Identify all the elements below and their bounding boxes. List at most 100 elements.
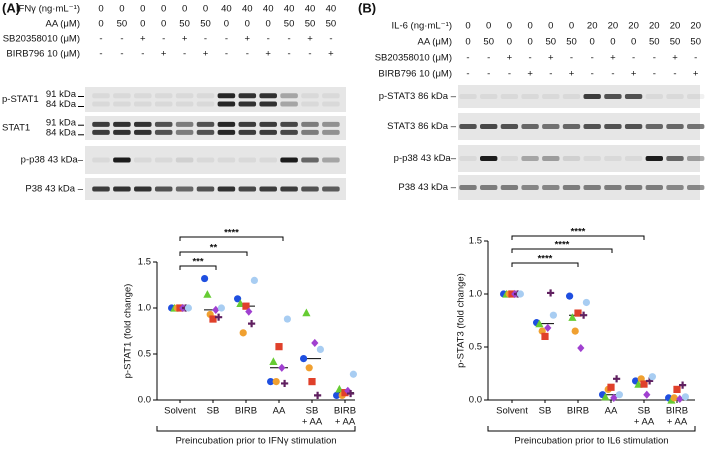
band	[259, 121, 277, 127]
treatment-value: 50	[690, 37, 701, 48]
point	[648, 373, 657, 381]
treatment-value: -	[653, 53, 656, 64]
blot-label: STAT3 86 kDa –	[387, 121, 457, 132]
kda-marker: 84 kDa	[46, 99, 77, 110]
blot	[85, 178, 346, 200]
treatment-value: 0	[203, 4, 208, 15]
treatment-value: +	[569, 69, 575, 80]
blot-label: p-p38 43 kDa–	[21, 155, 84, 166]
band	[624, 94, 643, 99]
treatment-value: -	[120, 49, 123, 60]
band	[259, 93, 277, 99]
group-bracket	[156, 426, 356, 432]
band	[280, 157, 298, 163]
band	[175, 186, 194, 192]
treatment-value: 50	[483, 37, 494, 48]
band	[175, 101, 194, 107]
point	[615, 391, 624, 399]
band	[196, 157, 215, 163]
treatment-value: -	[329, 34, 332, 45]
band	[217, 121, 236, 127]
band	[562, 124, 581, 129]
point	[580, 311, 588, 319]
band	[238, 186, 257, 192]
band	[92, 93, 110, 99]
y-tick-label: 0.0	[469, 395, 482, 406]
band	[583, 124, 601, 129]
treatment-label: SB20358010 (μM)	[3, 34, 80, 45]
band	[259, 186, 277, 192]
treatment-value: 0	[527, 21, 532, 32]
y-tick-label: 1.0	[138, 303, 151, 314]
band	[645, 94, 663, 99]
point	[203, 290, 212, 298]
y-tick-label: 1.5	[138, 257, 151, 268]
treatment-value: -	[673, 69, 676, 80]
point	[275, 343, 283, 351]
point	[305, 364, 313, 372]
treatment-value: +	[140, 34, 146, 45]
x-tick-label: BIRB	[235, 406, 257, 417]
treatment-value: 40	[221, 4, 232, 15]
treatment-value: -	[267, 34, 270, 45]
band	[280, 186, 298, 192]
band	[113, 93, 131, 99]
band	[113, 186, 131, 192]
treatment-value: +	[203, 49, 209, 60]
band	[280, 129, 298, 135]
point	[242, 302, 250, 310]
treatment-value: 0	[182, 4, 187, 15]
band	[154, 121, 173, 127]
band	[322, 121, 340, 127]
x-tick-label: AA	[605, 406, 618, 417]
treatment-value: -	[288, 49, 291, 60]
x-tick-label: SB	[207, 406, 220, 417]
treatment-value: 50	[305, 19, 316, 30]
band	[322, 101, 340, 107]
blot-label: p-STAT3 86 kDa –	[379, 91, 457, 102]
band	[480, 124, 498, 129]
treatment-value: -	[508, 69, 511, 80]
group-bracket	[487, 426, 696, 432]
treatment-value: 0	[266, 19, 271, 30]
x-axis-label: Preincubation prior to IL6 stimulation	[514, 436, 668, 447]
treatment-value: 50	[566, 37, 577, 48]
y-tick-label: 1.0	[469, 289, 482, 300]
panel-label: (B)	[358, 0, 376, 15]
band	[217, 129, 236, 135]
band	[521, 124, 539, 129]
band	[175, 121, 194, 127]
treatment-value: -	[162, 34, 165, 45]
band	[154, 101, 173, 107]
treatment-value: 40	[263, 4, 274, 15]
point	[267, 378, 275, 386]
treatment-value: -	[246, 49, 249, 60]
significance-label: ****	[224, 228, 239, 239]
x-tick-label: + AA	[302, 417, 323, 428]
band	[238, 157, 257, 163]
treatment-value: -	[653, 69, 656, 80]
point	[640, 380, 648, 388]
y-tick-label: 0.5	[469, 342, 482, 353]
treatment-value: 0	[98, 4, 103, 15]
blot	[85, 116, 346, 140]
x-tick-label: + AA	[667, 417, 688, 428]
treatment-value: -	[632, 53, 635, 64]
treatment-value: -	[204, 34, 207, 45]
band	[301, 93, 319, 99]
treatment-value: 50	[284, 19, 295, 30]
band	[459, 124, 477, 129]
band	[562, 94, 581, 99]
x-tick-label: BIRB	[666, 406, 688, 417]
band	[542, 124, 560, 129]
treatment-value: 0	[507, 37, 512, 48]
band	[301, 121, 319, 127]
point	[283, 315, 291, 323]
band	[666, 94, 684, 99]
point	[549, 311, 558, 319]
treatment-value: -	[141, 49, 144, 60]
treatment-value: -	[288, 34, 291, 45]
treatment-value: 0	[548, 21, 553, 32]
treatment-value: 0	[527, 37, 532, 48]
point	[344, 386, 352, 395]
